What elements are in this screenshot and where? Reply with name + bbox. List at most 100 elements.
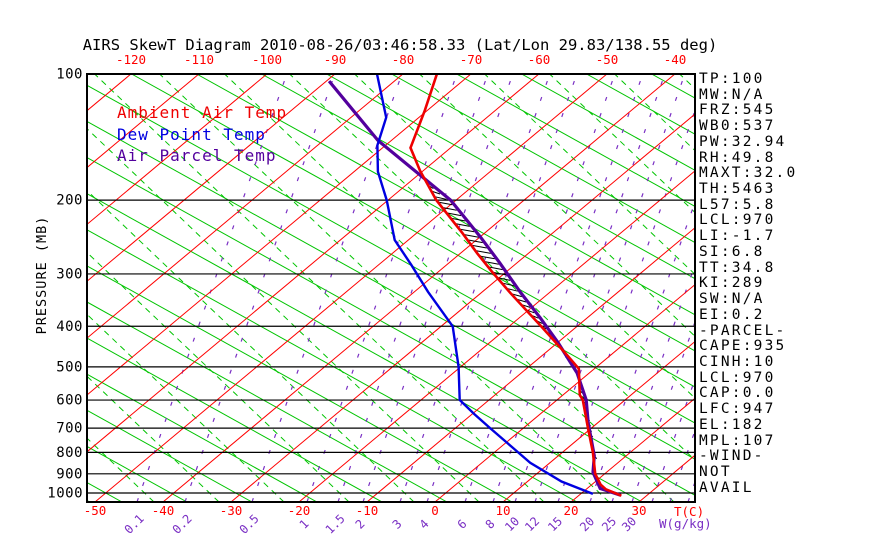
bottom-temp-tick-label: -50 bbox=[84, 503, 107, 518]
stat-line: RH:49.8 bbox=[699, 149, 776, 166]
plot-area bbox=[87, 74, 870, 502]
isotherm-line bbox=[87, 74, 540, 453]
moist-adiabat-line bbox=[87, 189, 415, 502]
mixing-ratio-line bbox=[399, 74, 551, 502]
cape-hatch-line bbox=[488, 266, 503, 271]
stat-line: TP:100 bbox=[699, 71, 765, 87]
stat-line: MAXT:32.0 bbox=[699, 165, 798, 182]
cape-hatch-line bbox=[451, 217, 466, 222]
stat-line: EL:182 bbox=[699, 416, 765, 433]
isotherm-line bbox=[298, 170, 695, 502]
mixing-ratio-tick-label: 2 bbox=[353, 517, 368, 532]
pressure-tick-label: 600 bbox=[56, 393, 83, 409]
dry-adiabat-line bbox=[87, 120, 695, 460]
bottom-temp-tick-label: 30 bbox=[631, 503, 646, 518]
bottom-temp-tick-label: -30 bbox=[220, 503, 243, 518]
isotherm-line bbox=[162, 74, 676, 502]
cape-hatch-line bbox=[455, 223, 470, 227]
stat-line: TH:5463 bbox=[699, 181, 776, 198]
moist-adiabat-line bbox=[549, 74, 695, 214]
mixing-ratio-line bbox=[426, 74, 578, 502]
top-temp-tick-label: -50 bbox=[596, 52, 619, 67]
top-temp-tick-label: -80 bbox=[392, 52, 415, 67]
bottom-temp-tick-label: 10 bbox=[495, 503, 510, 518]
cape-hatch-line bbox=[435, 196, 447, 200]
pressure-tick-label: 800 bbox=[56, 445, 83, 461]
isotherm-line bbox=[87, 74, 200, 169]
dry-adiabat-line bbox=[87, 301, 448, 502]
stat-line: TT:34.8 bbox=[699, 259, 776, 276]
mixing-ratio-line bbox=[306, 74, 458, 502]
pressure-tick-label: 300 bbox=[56, 266, 83, 282]
top-temp-tick-label: -120 bbox=[116, 52, 146, 67]
cape-hatch-line bbox=[442, 207, 457, 211]
chart-title: AIRS SkewT Diagram 2010-08-26/03:46:58.3… bbox=[82, 36, 718, 54]
cape-hatch-line bbox=[493, 271, 507, 276]
stat-line: MW:N/A bbox=[699, 86, 765, 103]
mixing-ratio-line bbox=[362, 74, 514, 502]
moist-adiabat-line bbox=[354, 74, 695, 399]
moist-adiabat-line bbox=[159, 74, 610, 502]
mixing-ratio-line bbox=[534, 74, 686, 502]
stat-line: KI:289 bbox=[699, 275, 765, 292]
mixing-ratio-tick-label: 20 bbox=[577, 514, 597, 534]
cape-hatch-line bbox=[472, 244, 487, 249]
isotherm-line bbox=[570, 397, 695, 502]
top-temp-tick-label: -60 bbox=[528, 52, 551, 67]
moist-adiabat-line bbox=[289, 74, 695, 461]
stat-line: CINH:10 bbox=[699, 353, 776, 370]
pressure-tick-label: 1000 bbox=[47, 486, 83, 502]
moist-adiabat-line bbox=[87, 251, 350, 502]
stat-line: LI:-1.7 bbox=[699, 228, 776, 245]
cape-hatch-line bbox=[468, 239, 483, 244]
isotherm-line bbox=[94, 74, 608, 502]
bottom-temp-tick-label: 20 bbox=[563, 503, 578, 518]
cape-hatch-line bbox=[438, 201, 453, 206]
cape-hatch-line bbox=[464, 234, 479, 238]
dry-adiabat-line bbox=[456, 74, 695, 208]
moist-adiabat-line bbox=[419, 74, 695, 337]
pressure-axis-title: PRESSURE (MB) bbox=[34, 216, 50, 335]
stats-column: TP:100 MW:N/A FRZ:545 WB0:537 PW:32.94 RH:49.… bbox=[699, 71, 798, 496]
mixing-ratio-tick-label: 6 bbox=[455, 517, 470, 532]
cape-hatch-line bbox=[497, 277, 511, 281]
parcel-temp-curve bbox=[327, 80, 622, 497]
dry-adiabat-line bbox=[87, 409, 253, 502]
mixing-ratio-tick-label: 1.5 bbox=[323, 512, 348, 537]
stat-line: WB0:537 bbox=[699, 118, 776, 135]
cape-hatch-line bbox=[476, 250, 491, 254]
pressure-tick-label: 900 bbox=[56, 466, 83, 482]
ambient-temp-curve bbox=[409, 74, 622, 497]
legend-parcel-label: Air Parcel Temp bbox=[117, 146, 277, 165]
bottom-temp-tick-label: 0 bbox=[431, 503, 439, 518]
stat-line: FRZ:545 bbox=[699, 102, 776, 119]
stat-line: -WIND- bbox=[699, 448, 765, 465]
mixing-ratio-line bbox=[337, 74, 489, 502]
mixing-ratio-tick-label: 8 bbox=[483, 517, 498, 532]
mixing-ratio-tick-label: 25 bbox=[599, 514, 619, 534]
stat-line: MPL:107 bbox=[699, 432, 776, 449]
cape-hatch-line bbox=[432, 190, 441, 195]
bottom-temp-tick-label: -40 bbox=[152, 503, 175, 518]
top-temp-tick-label: -40 bbox=[664, 52, 687, 67]
mixing-unit-label: W(g/kg) bbox=[659, 516, 712, 531]
top-temp-tick-label: -90 bbox=[324, 52, 347, 67]
dewpoint-temp-curve bbox=[375, 74, 594, 496]
stat-line: PW:32.94 bbox=[699, 133, 787, 150]
cape-hatch-line bbox=[511, 293, 522, 298]
isotherm-line bbox=[434, 283, 695, 502]
moist-adiabat-line bbox=[87, 127, 480, 502]
temp-unit-label: T(C) bbox=[674, 504, 705, 519]
pressure-tick-label: 400 bbox=[56, 319, 83, 335]
stat-line: SW:N/A bbox=[699, 291, 765, 308]
dry-adiabat-line bbox=[391, 74, 695, 244]
stat-line: AVAIL bbox=[699, 479, 754, 496]
stat-line: CAPE:935 bbox=[699, 338, 787, 355]
moist-adiabat-line bbox=[94, 74, 545, 502]
top-temp-tick-label: -100 bbox=[252, 52, 282, 67]
moist-adiabat-line bbox=[87, 313, 285, 502]
mixing-ratio-line bbox=[136, 74, 288, 502]
mixing-ratio-line bbox=[514, 74, 666, 502]
moist-adiabat-line bbox=[810, 74, 870, 502]
